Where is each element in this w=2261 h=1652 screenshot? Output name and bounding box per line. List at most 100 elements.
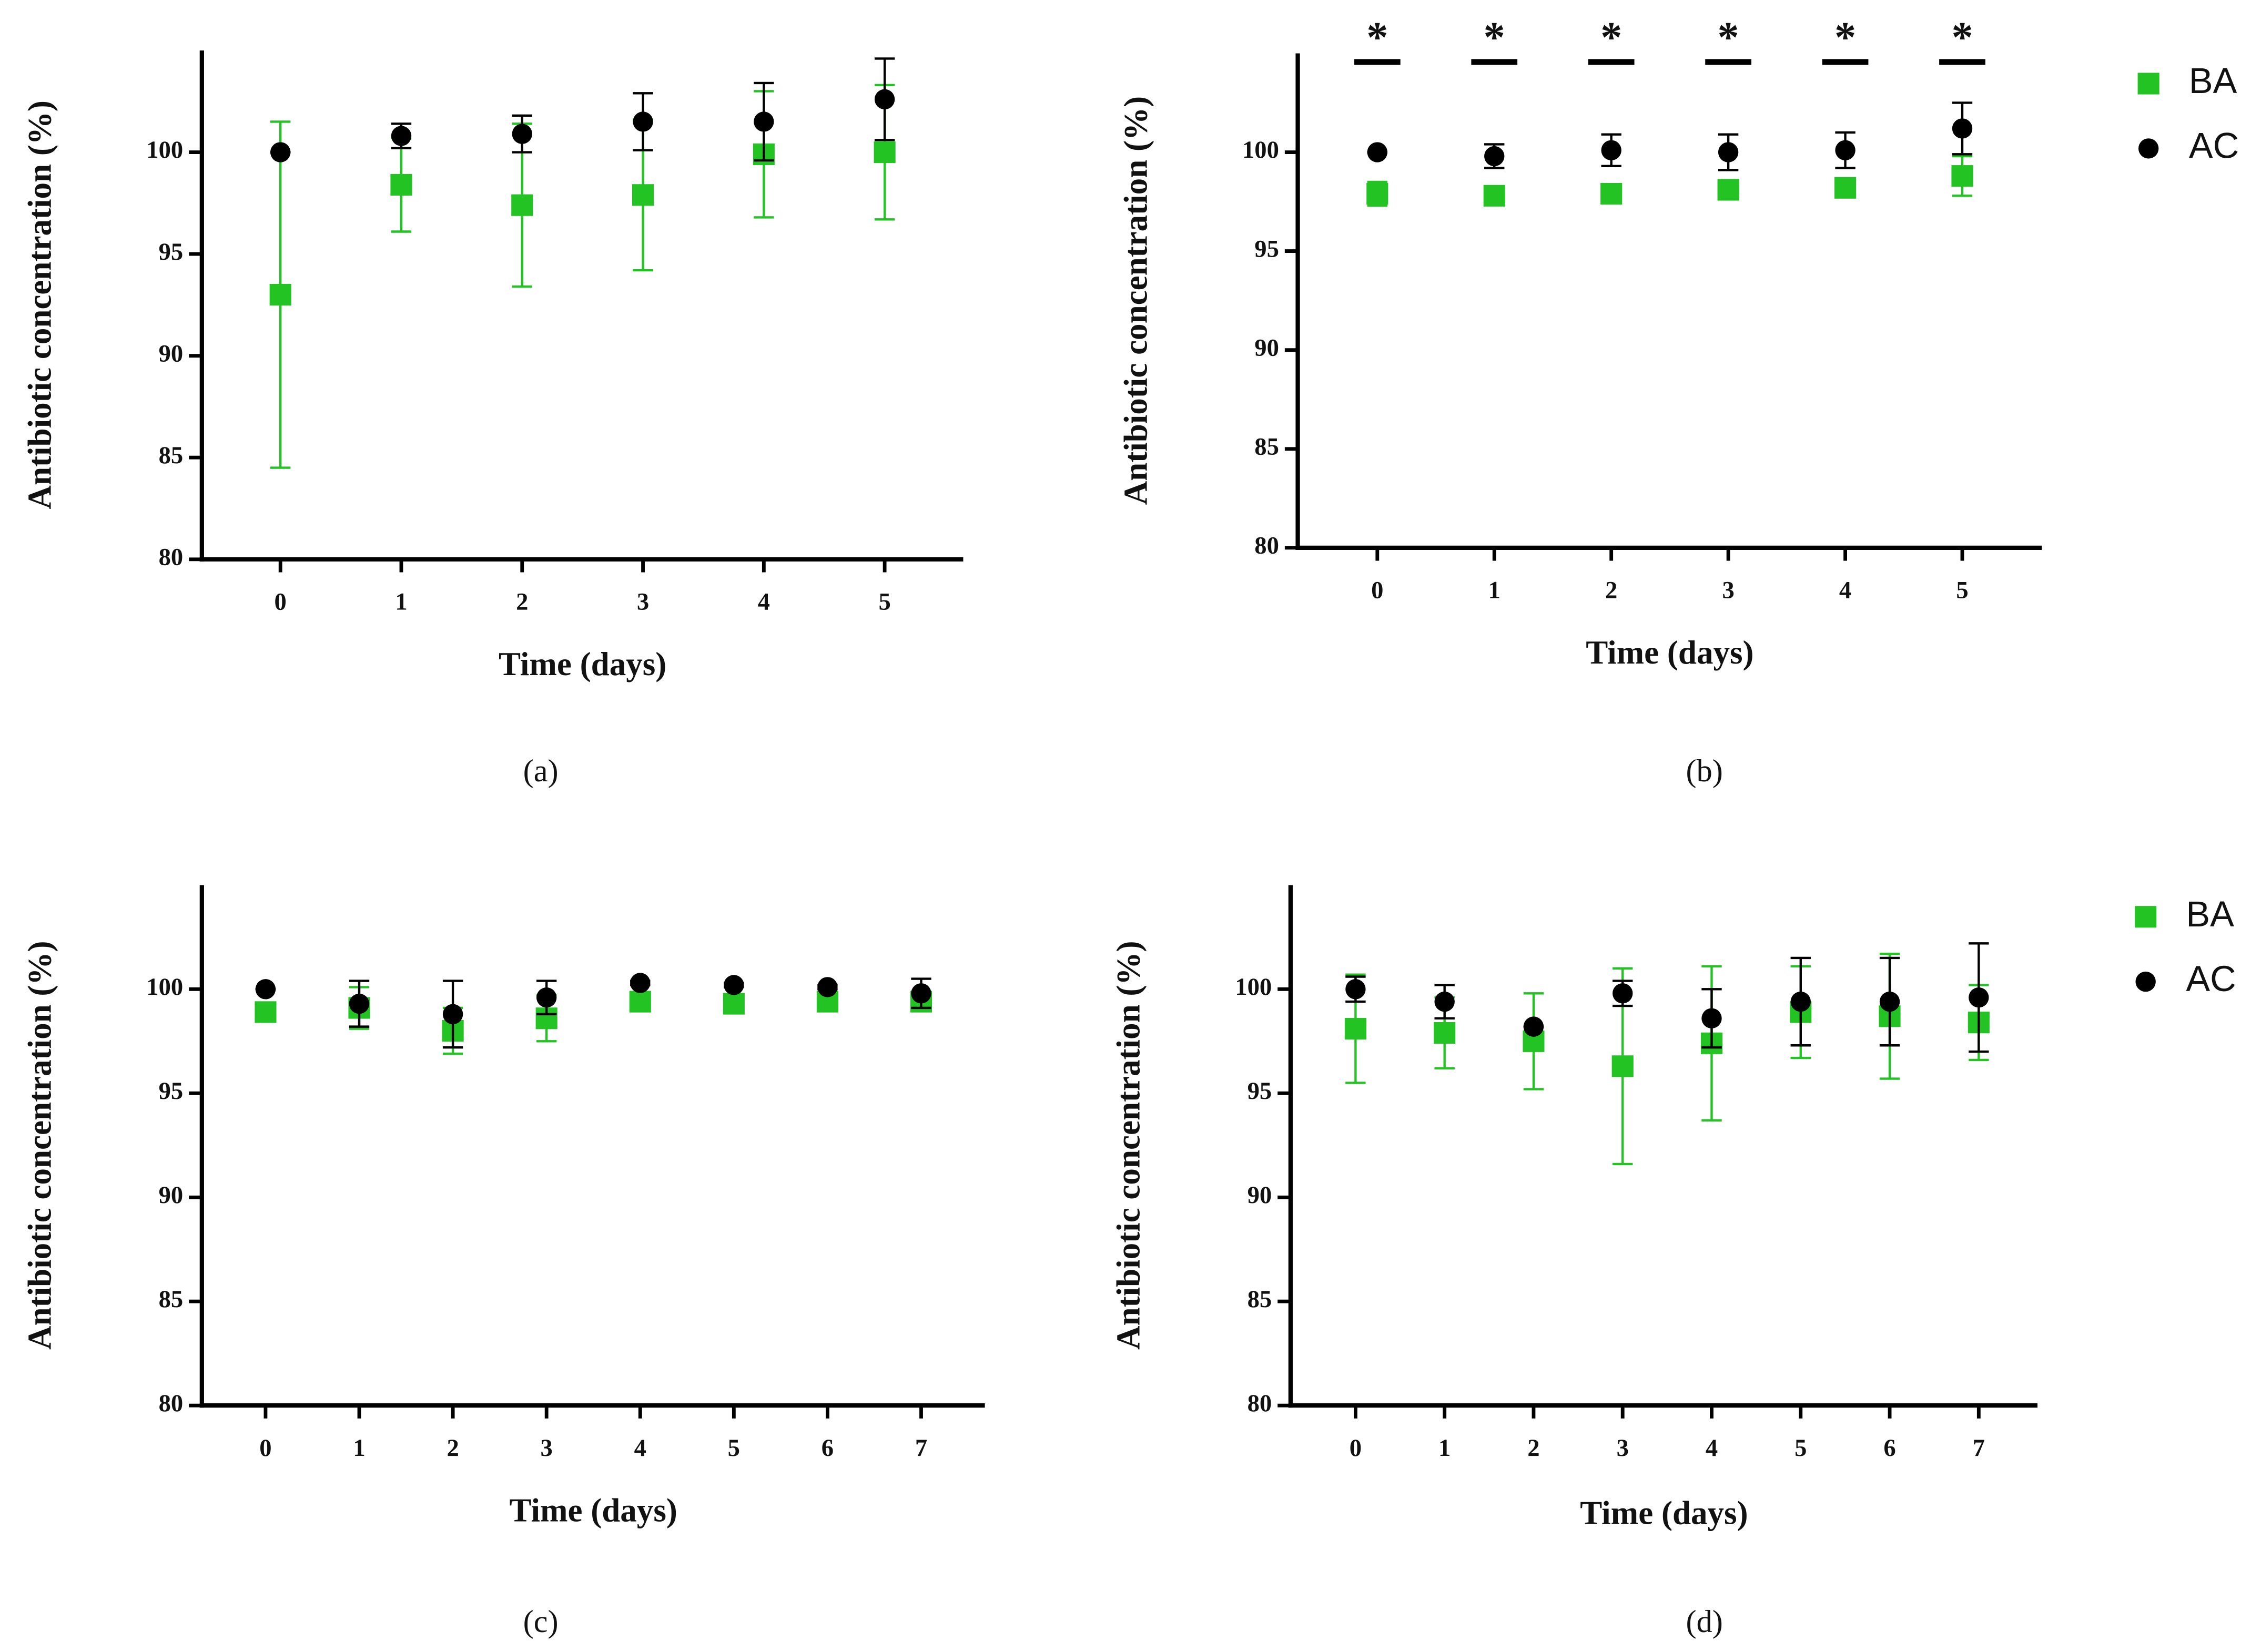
legend-marker [2135,906,2157,928]
x-tick-label: 2 [1605,577,1617,604]
x-tick-label: 4 [1706,1434,1718,1462]
x-tick-label: 0 [1350,1434,1362,1462]
data-point [1483,185,1505,207]
x-tick-label: 2 [516,588,528,615]
y-tick-label: 85 [159,442,184,469]
data-point [754,111,774,132]
x-tick-label: 5 [1794,1434,1807,1462]
panel-label: (d) [1686,1604,1723,1639]
y-tick-label: 95 [159,1077,184,1105]
data-point [874,141,896,164]
data-point [1366,182,1388,205]
data-point [1718,142,1739,162]
y-axis-label: Antibiotic concentration (%) [22,100,58,509]
x-tick-label: 0 [275,588,287,615]
data-point [1611,1055,1634,1077]
y-tick-label: 100 [146,973,183,1001]
x-axis-label: Time (days) [499,646,666,682]
data-point [629,991,651,1013]
y-tick-label: 100 [146,136,183,164]
data-point [391,126,412,146]
data-point [255,1001,277,1023]
y-tick-label: 85 [159,1286,184,1313]
y-tick-label: 90 [159,340,184,367]
x-tick-label: 5 [878,588,890,615]
y-tick-label: 90 [159,1181,184,1209]
x-tick-label: 0 [1371,577,1383,604]
data-point [1367,142,1387,162]
panel-label: (a) [523,753,559,789]
legend-label: AC [2189,126,2239,166]
significance-star: * [1718,13,1739,61]
data-point [1484,146,1505,167]
data-point [270,142,291,162]
data-point [1523,1016,1544,1037]
data-point [1951,165,1973,187]
x-tick-label: 6 [822,1434,834,1462]
x-axis-label: Time (days) [1586,634,1753,671]
y-tick-label: 90 [1248,1181,1272,1209]
x-axis-label: Time (days) [1580,1495,1748,1532]
x-tick-label: 1 [1488,577,1500,604]
data-point [630,973,651,993]
y-tick-label: 80 [159,543,184,570]
data-point [1834,177,1857,199]
x-tick-label: 7 [1973,1434,1985,1462]
y-tick-label: 80 [159,1390,184,1417]
y-tick-label: 100 [1242,136,1279,164]
data-point [1601,140,1621,160]
x-axis-label: Time (days) [510,1492,677,1528]
y-tick-label: 90 [1254,334,1279,361]
legend-label: BA [2189,60,2237,101]
legend-marker [2138,138,2159,159]
data-point [1790,991,1811,1012]
y-tick-label: 95 [159,238,184,266]
data-point [512,124,532,144]
x-tick-label: 2 [1527,1434,1539,1462]
data-point [724,975,744,995]
data-point [1344,1018,1366,1040]
significance-star: * [1484,13,1505,61]
panel-label: (b) [1686,753,1723,789]
data-point [442,1004,463,1025]
x-tick-label: 0 [259,1434,271,1462]
x-tick-label: 1 [353,1434,365,1462]
x-tick-label: 2 [447,1434,459,1462]
y-axis-label: Antibiotic concentration (%) [1110,941,1147,1350]
data-point [1969,987,1989,1008]
data-point [255,979,276,1000]
x-tick-label: 4 [758,588,770,615]
data-point [1434,991,1455,1012]
data-point [874,89,895,110]
data-point [633,111,653,132]
y-axis-label: Antibiotic concentration (%) [22,941,58,1350]
data-point [1434,1022,1456,1044]
x-tick-label: 6 [1883,1434,1895,1462]
data-point [1600,182,1623,205]
x-tick-label: 4 [1839,577,1851,604]
x-tick-label: 1 [395,588,407,615]
x-tick-label: 3 [637,588,649,615]
x-tick-label: 1 [1438,1434,1451,1462]
significance-star: * [1366,13,1388,61]
y-tick-label: 95 [1254,235,1279,262]
legend-label: AC [2186,958,2236,999]
significance-star: * [1951,13,1973,61]
legend-label: BA [2186,894,2234,934]
data-point [511,194,533,216]
data-point [1701,1008,1722,1028]
x-tick-label: 7 [915,1434,927,1462]
significance-star: * [1834,13,1856,61]
y-tick-label: 85 [1248,1286,1272,1313]
data-point [723,993,745,1015]
y-tick-label: 80 [1248,1390,1272,1417]
data-point [1952,118,1973,139]
y-tick-label: 100 [1235,973,1272,1001]
x-tick-label: 5 [728,1434,740,1462]
y-tick-label: 85 [1254,433,1279,460]
x-tick-label: 3 [1722,577,1734,604]
data-point [632,184,654,206]
data-point [1613,983,1633,1004]
legend-marker [2135,971,2156,992]
y-tick-label: 95 [1248,1077,1272,1105]
